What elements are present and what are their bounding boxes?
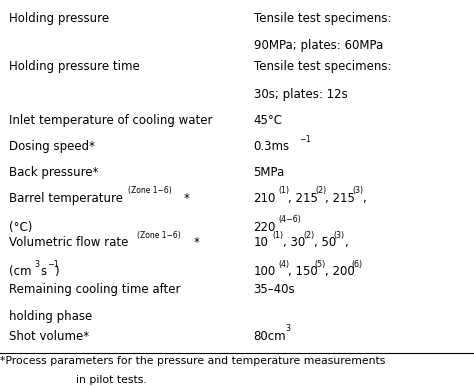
Text: (1): (1) <box>278 186 289 195</box>
Text: −1: −1 <box>47 260 59 269</box>
Text: ,: , <box>362 192 365 205</box>
Text: ,: , <box>344 236 348 249</box>
Text: (3): (3) <box>334 231 345 240</box>
Text: 80cm: 80cm <box>254 330 286 343</box>
Text: ): ) <box>55 265 59 278</box>
Text: , 50: , 50 <box>314 236 336 249</box>
Text: Back pressure*: Back pressure* <box>9 166 98 179</box>
Text: 90MPa; plates: 60MPa: 90MPa; plates: 60MPa <box>254 39 383 53</box>
Text: 30s; plates: 12s: 30s; plates: 12s <box>254 88 347 101</box>
Text: 45°C: 45°C <box>254 114 283 127</box>
Text: , 30: , 30 <box>283 236 305 249</box>
Text: 10: 10 <box>254 236 268 249</box>
Text: (6): (6) <box>351 260 362 269</box>
Text: s: s <box>40 265 46 278</box>
Text: Inlet temperature of cooling water: Inlet temperature of cooling water <box>9 114 212 127</box>
Text: 3: 3 <box>285 324 291 333</box>
Text: Shot volume*: Shot volume* <box>9 330 89 343</box>
Text: 210: 210 <box>254 192 276 205</box>
Text: −1: −1 <box>300 135 311 144</box>
Text: (cm: (cm <box>9 265 31 278</box>
Text: , 150: , 150 <box>288 265 318 278</box>
Text: (4−6): (4−6) <box>278 215 301 224</box>
Text: 5MPa: 5MPa <box>254 166 285 179</box>
Text: 220: 220 <box>254 221 276 234</box>
Text: Tensile test specimens:: Tensile test specimens: <box>254 60 391 73</box>
Text: *Process parameters for the pressure and temperature measurements: *Process parameters for the pressure and… <box>0 356 385 366</box>
Text: *: * <box>193 236 199 249</box>
Text: (Zone 1−6): (Zone 1−6) <box>128 186 172 195</box>
Text: , 215: , 215 <box>288 192 318 205</box>
Text: Holding pressure: Holding pressure <box>9 12 109 25</box>
Text: Holding pressure time: Holding pressure time <box>9 60 139 73</box>
Text: Volumetric flow rate: Volumetric flow rate <box>9 236 128 249</box>
Text: (°C): (°C) <box>9 221 32 234</box>
Text: *: * <box>184 192 190 205</box>
Text: 0.3ms: 0.3ms <box>254 140 290 153</box>
Text: (4): (4) <box>278 260 289 269</box>
Text: (2): (2) <box>315 186 327 195</box>
Text: , 200: , 200 <box>325 265 355 278</box>
Text: (5): (5) <box>315 260 326 269</box>
Text: 3: 3 <box>35 260 40 269</box>
Text: , 215: , 215 <box>325 192 355 205</box>
Text: Dosing speed*: Dosing speed* <box>9 140 94 153</box>
Text: 35–40s: 35–40s <box>254 283 295 296</box>
Text: Barrel temperature: Barrel temperature <box>9 192 123 205</box>
Text: in pilot tests.: in pilot tests. <box>76 375 146 385</box>
Text: (Zone 1−6): (Zone 1−6) <box>137 231 181 240</box>
Text: (1): (1) <box>272 231 283 240</box>
Text: 100: 100 <box>254 265 276 278</box>
Text: (3): (3) <box>352 186 363 195</box>
Text: Remaining cooling time after: Remaining cooling time after <box>9 283 180 296</box>
Text: (2): (2) <box>303 231 315 240</box>
Text: holding phase: holding phase <box>9 310 92 324</box>
Text: Tensile test specimens:: Tensile test specimens: <box>254 12 391 25</box>
